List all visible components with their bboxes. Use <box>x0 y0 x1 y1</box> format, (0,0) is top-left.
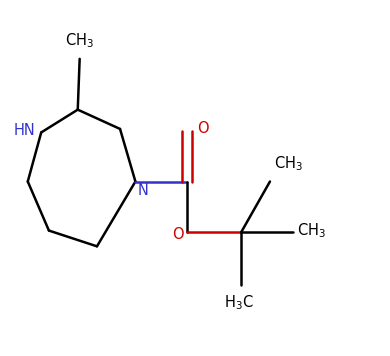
Text: O: O <box>197 121 209 136</box>
Text: HN: HN <box>14 123 35 138</box>
Text: N: N <box>137 183 148 198</box>
Text: CH$_3$: CH$_3$ <box>65 31 94 50</box>
Text: H$_3$C: H$_3$C <box>224 294 254 312</box>
Text: O: O <box>172 226 183 242</box>
Text: CH$_3$: CH$_3$ <box>297 221 326 240</box>
Text: CH$_3$: CH$_3$ <box>274 154 303 173</box>
